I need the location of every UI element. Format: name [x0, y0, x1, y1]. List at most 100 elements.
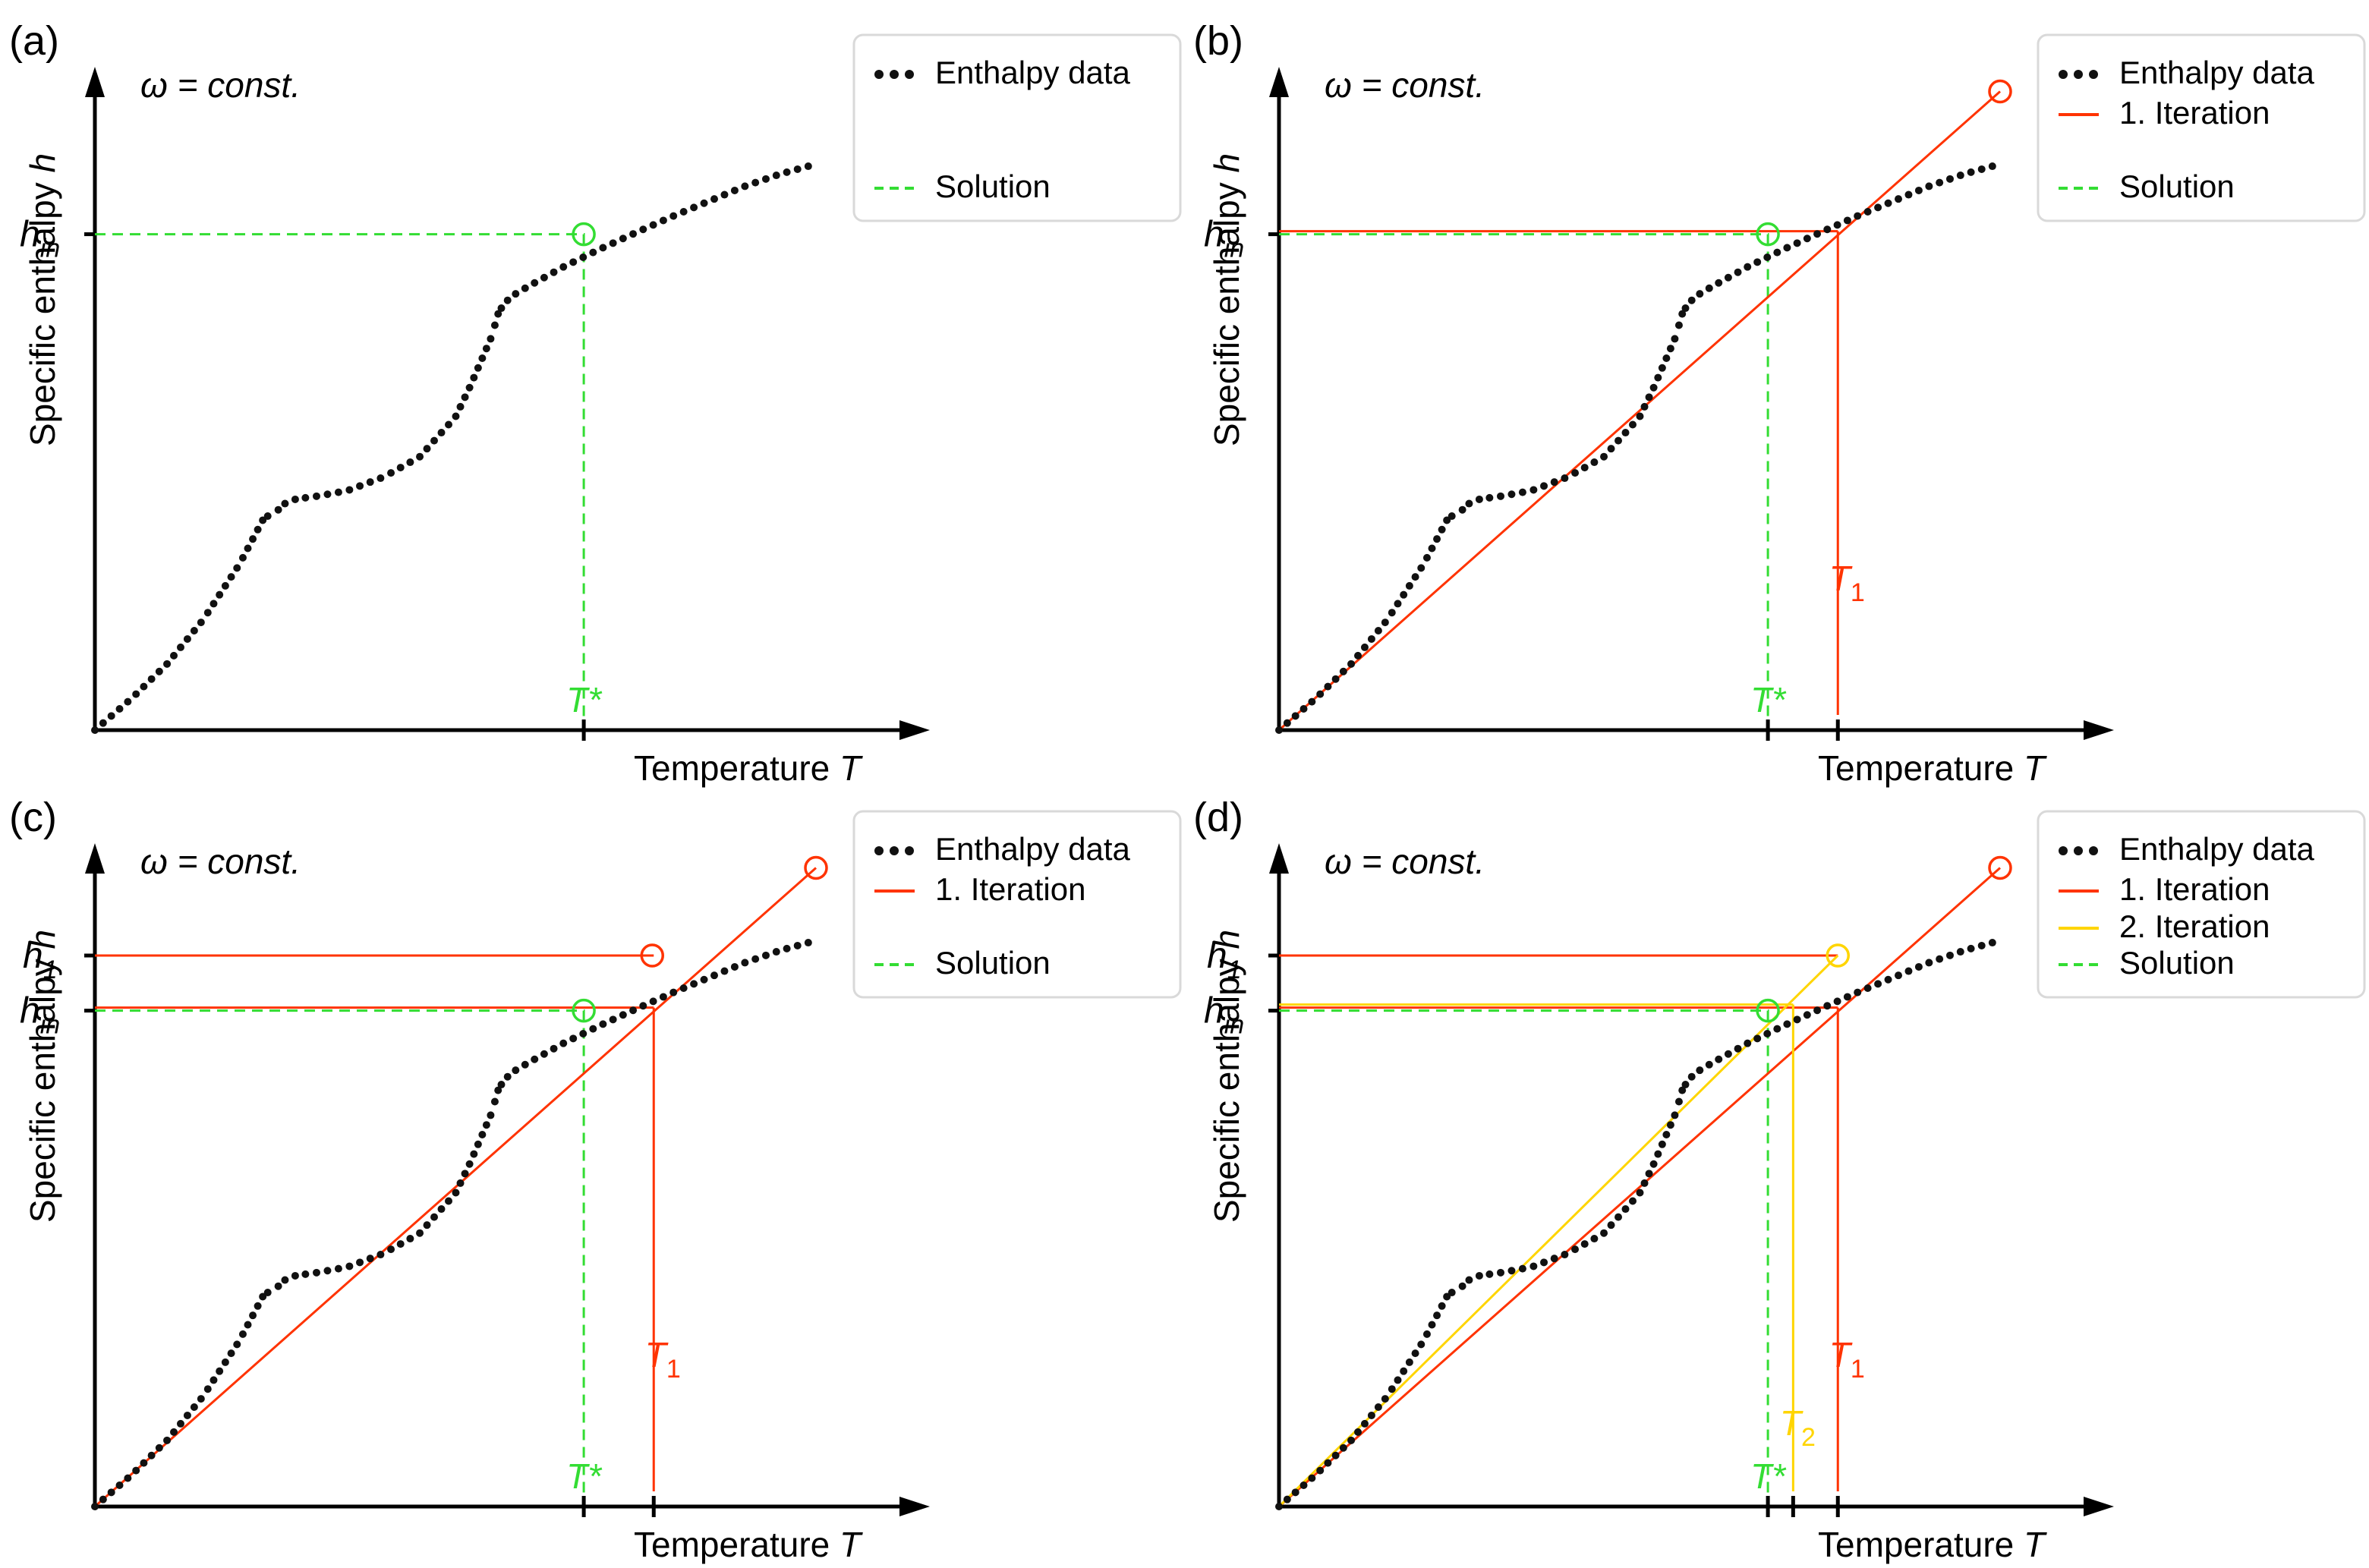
enthalpy-data-point: [1945, 951, 1954, 959]
hin-label: hin: [20, 991, 60, 1040]
enthalpy-data-point: [1654, 373, 1662, 382]
legend-dots-swatch: [905, 70, 914, 79]
enthalpy-data-point: [1458, 1282, 1466, 1290]
enthalpy-data-point: [1417, 1340, 1425, 1349]
hin-symbol: h: [1204, 991, 1224, 1031]
enthalpy-data-point: [550, 268, 558, 276]
enthalpy-data-point: [690, 980, 698, 988]
enthalpy-data-point: [1863, 207, 1872, 216]
x-axis-label-var: T: [2024, 748, 2047, 788]
hin-subscript: in: [1224, 235, 1244, 263]
enthalpy-data-point: [274, 505, 282, 514]
enthalpy-data-point: [1561, 1251, 1569, 1259]
enthalpy-data-point: [1662, 1130, 1671, 1138]
solution-point-marker: [572, 998, 596, 1023]
hin-subscript: in: [40, 235, 60, 263]
enthalpy-data-point: [1571, 469, 1580, 477]
enthalpy-data-point: [1671, 1111, 1679, 1119]
enthalpy-data-point: [1518, 1264, 1526, 1273]
T1-subscript: 1: [666, 1355, 681, 1384]
enthalpy-data-point: [132, 690, 140, 698]
enthalpy-data-point: [1316, 1466, 1325, 1475]
T1-label: T1: [1829, 1335, 1865, 1384]
enthalpy-data-point: [1687, 1072, 1696, 1081]
enthalpy-data-point: [793, 941, 802, 949]
T1-symbol: T: [1829, 559, 1853, 598]
panel-label: (a): [9, 18, 59, 64]
enthalpy-data-point: [1438, 1302, 1446, 1310]
enthalpy-data-point: [1945, 175, 1954, 183]
enthalpy-data-point: [1895, 971, 1903, 980]
enthalpy-data-point: [249, 535, 257, 543]
Tstar-symbol: T: [566, 1456, 590, 1496]
y-axis-arrowhead: [1269, 843, 1289, 874]
iteration1-endpoint-marker: [804, 855, 828, 880]
enthalpy-data-point: [1388, 1385, 1396, 1393]
enthalpy-data-point: [1615, 436, 1623, 445]
enthalpy-data-point: [1607, 445, 1615, 453]
y-axis-label-text: Specific enthalpy: [23, 949, 62, 1223]
enthalpy-data-point: [1405, 1358, 1413, 1366]
legend-dots-swatch: [2074, 846, 2083, 855]
enthalpy-data-point: [720, 190, 729, 199]
iteration1-secant-line: [1278, 867, 2001, 1508]
solution-point-marker: [1756, 998, 1780, 1023]
y-axis-label-var: h: [1207, 930, 1246, 949]
enthalpy-data-point: [1428, 1321, 1436, 1329]
enthalpy-data-point: [147, 1451, 156, 1459]
enthalpy-data-point: [1607, 1221, 1615, 1230]
legend-dots-swatch: [890, 70, 899, 79]
enthalpy-data-point: [1674, 321, 1683, 329]
enthalpy-data-point: [1507, 490, 1516, 499]
enthalpy-data-point: [1360, 1419, 1369, 1428]
enthalpy-data-point: [1967, 168, 1975, 176]
enthalpy-data-point: [465, 383, 474, 392]
enthalpy-data-point: [1833, 221, 1841, 229]
panel-label: (b): [1193, 18, 1243, 64]
enthalpy-data-point: [124, 697, 132, 706]
enthalpy-data-point: [1874, 980, 1882, 988]
enthalpy-data-point: [366, 1255, 374, 1263]
hin-subscript: in: [40, 1011, 60, 1040]
enthalpy-data-point: [639, 225, 647, 234]
h1-symbol: h: [23, 936, 43, 976]
legend-label-iteration1: 1. Iteration: [2119, 95, 2270, 131]
enthalpy-data-point: [772, 948, 780, 956]
enthalpy-data-point: [1763, 253, 1772, 261]
x-axis-label-var: T: [840, 1525, 863, 1564]
h1-label: h1: [1207, 936, 1242, 984]
enthalpy-data-point: [1518, 488, 1526, 496]
enthalpy-data-point: [497, 1081, 506, 1089]
enthalpy-data-point: [323, 1267, 332, 1275]
enthalpy-data-point: [1734, 268, 1742, 276]
enthalpy-data-point: [263, 512, 272, 521]
enthalpy-data-point: [437, 1205, 446, 1214]
enthalpy-data-point: [1678, 310, 1687, 318]
panel-label: (d): [1193, 795, 1243, 840]
enthalpy-data-point: [512, 290, 520, 298]
iteration1-endpoint-marker: [1988, 855, 2012, 880]
enthalpy-data-point: [1448, 1289, 1456, 1297]
enthalpy-data-point: [1854, 988, 1862, 997]
enthalpy-data-point: [1715, 1055, 1723, 1063]
enthalpy-data-point: [494, 310, 502, 318]
enthalpy-data-point: [334, 1264, 342, 1273]
enthalpy-data-point: [609, 1015, 617, 1024]
enthalpy-data-point: [1863, 984, 1872, 992]
enthalpy-data-point: [659, 216, 667, 225]
enthalpy-data-point: [1388, 609, 1396, 617]
enthalpy-data-point: [1803, 1011, 1811, 1019]
enthalpy-data-point: [244, 1321, 252, 1329]
enthalpy-data-point: [1331, 1451, 1340, 1459]
enthalpy-data-point: [170, 651, 178, 660]
enthalpy-data-point: [323, 490, 332, 499]
enthalpy-data-point: [1324, 1459, 1332, 1467]
enthalpy-data-point: [1347, 660, 1356, 668]
enthalpy-data-point: [700, 975, 708, 984]
solution-guide-line: [95, 233, 585, 730]
enthalpy-data-point: [669, 988, 678, 997]
x-axis-label-text: Temperature: [634, 748, 840, 788]
enthalpy-data-point: [639, 1002, 647, 1010]
legend: Enthalpy data 1. Iteration Solution: [852, 810, 1182, 999]
